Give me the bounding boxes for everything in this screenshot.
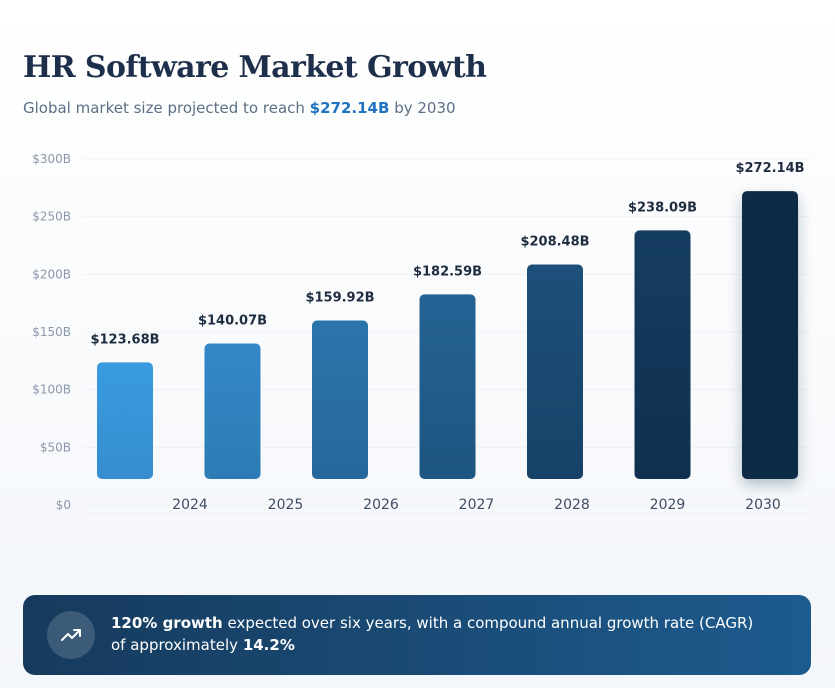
bar-2024 (97, 362, 153, 479)
data-label-2025: $140.07B (198, 313, 267, 328)
x-tick-label-2029: 2029 (650, 497, 686, 513)
trending-up-glyph (61, 629, 81, 641)
callout-growth-strong: 120% growth (111, 614, 223, 632)
bar-2026 (312, 320, 368, 479)
x-axis-ticks: 2024 2025 2026 2027 2028 2029 2030 (172, 497, 781, 513)
y-tick-label: $200B (32, 267, 71, 281)
x-tick-label-2024: 2024 (172, 497, 208, 513)
data-label-2030: $272.14B (735, 161, 804, 176)
y-tick-label: $0 (56, 498, 71, 512)
page-subtitle: Global market size projected to reach $2… (23, 99, 456, 117)
x-tick-label-2027: 2027 (459, 497, 495, 513)
data-label-2029: $238.09B (628, 200, 697, 215)
data-label-2024: $123.68B (90, 332, 159, 347)
subtitle-prefix: Global market size projected to reach (23, 99, 305, 117)
callout-body: expected over six years, with a compound… (111, 614, 754, 654)
data-label-2026: $159.92B (305, 291, 374, 306)
bars (97, 191, 798, 479)
trending-up-icon (47, 611, 95, 659)
subtitle-highlight: $272.14B (309, 99, 390, 117)
x-tick-label-2030: 2030 (745, 497, 781, 513)
x-tick-label-2028: 2028 (554, 497, 590, 513)
data-label-2027: $182.59B (413, 264, 482, 279)
y-tick-label: $50B (40, 440, 71, 454)
data-labels: $123.68B $140.07B $159.92B $182.59B $208.48B… (90, 161, 804, 347)
y-tick-label: $250B (32, 210, 71, 224)
growth-callout: 120% growth expected over six years, wit… (23, 595, 811, 675)
bar-2027 (419, 294, 476, 479)
bar-2030 (742, 191, 798, 479)
y-tick-label: $100B (32, 383, 71, 397)
y-axis-ticks: $0 $50B $100B $150B $200B $250B $300B (32, 152, 71, 512)
x-tick-label-2025: 2025 (268, 497, 304, 513)
data-label-2028: $208.48B (520, 235, 589, 250)
subtitle-suffix: by 2030 (394, 99, 456, 117)
bar-2025 (204, 343, 261, 479)
y-tick-label: $150B (32, 325, 71, 339)
bar-2028 (527, 264, 583, 479)
page-title: HR Software Market Growth (23, 50, 487, 85)
callout-cagr-strong: 14.2% (242, 636, 295, 654)
x-tick-label-2026: 2026 (363, 497, 399, 513)
bar-2029 (634, 230, 691, 479)
y-tick-label: $300B (32, 152, 71, 166)
callout-text: 120% growth expected over six years, wit… (111, 612, 771, 656)
bar-chart: $0 $50B $100B $150B $200B $250B $300B $123.68B… (32, 152, 810, 514)
